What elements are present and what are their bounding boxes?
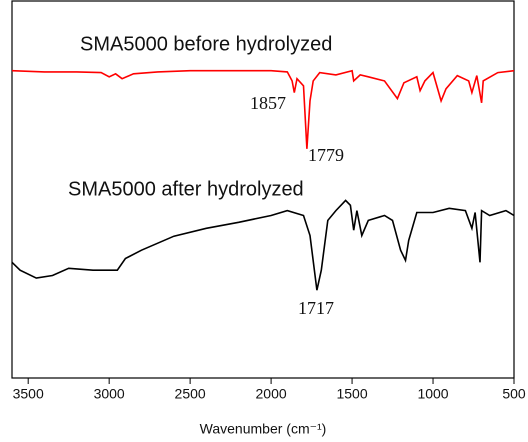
peak-label: 1717	[298, 298, 334, 318]
x-tick-label: 1000	[417, 386, 448, 402]
x-tick-label: 1500	[336, 386, 367, 402]
x-tick-label: 3500	[13, 386, 44, 402]
x-tick-label: 2000	[256, 386, 287, 402]
series-label: SMA5000 before hydrolyzed	[80, 33, 332, 55]
plot-frame	[11, 0, 515, 379]
x-tick-label: 2500	[175, 386, 206, 402]
x-axis-label: Wavenumber (cm⁻¹)	[200, 421, 327, 437]
peak-label: 1779	[308, 145, 344, 165]
series-label: SMA5000 after hydrolyzed	[68, 178, 304, 200]
x-tick-label: 3000	[94, 386, 125, 402]
spectrum-line	[11, 69, 515, 149]
x-tick-label: 500	[502, 386, 526, 402]
spectrum-line	[11, 199, 515, 291]
peak-label: 1857	[250, 93, 286, 113]
